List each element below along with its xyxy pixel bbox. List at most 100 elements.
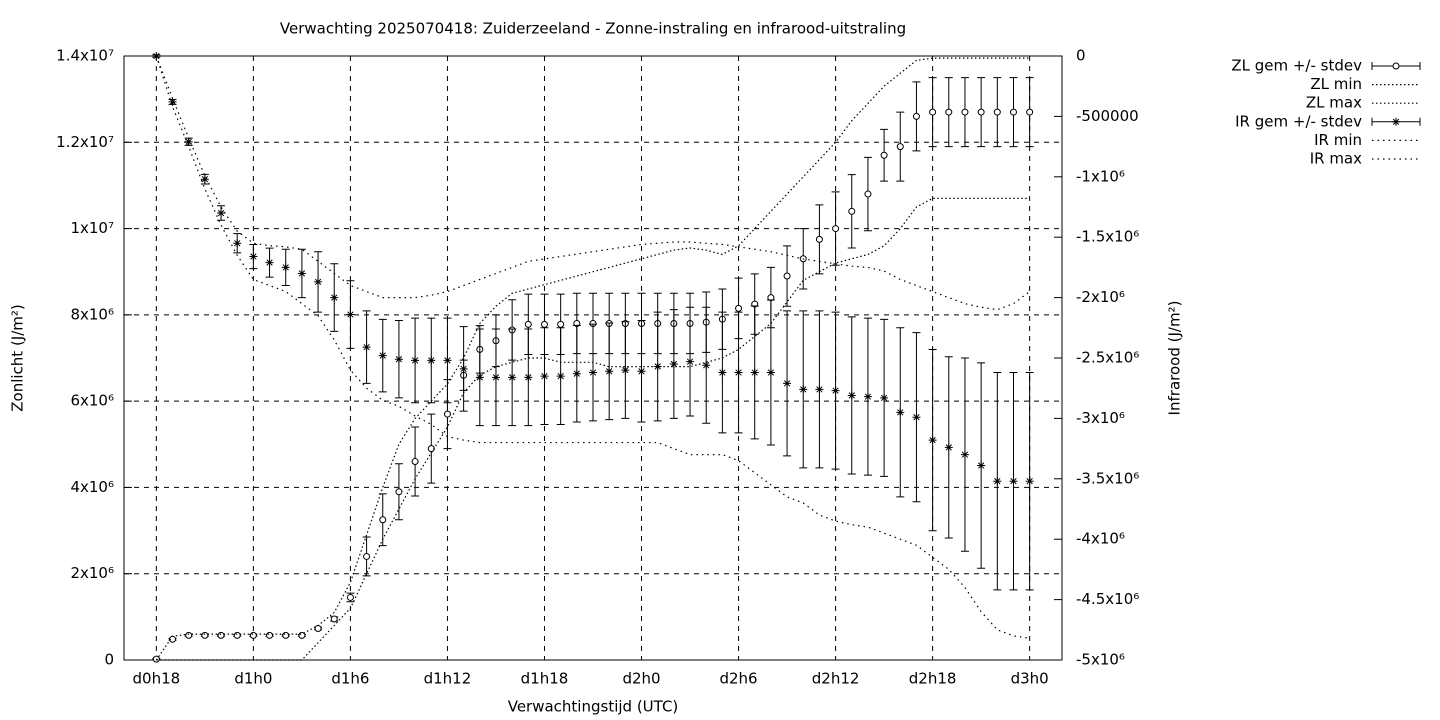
point — [960, 450, 969, 459]
legend-item: ZL gem +/- stdev — [1231, 57, 1421, 75]
point — [961, 108, 969, 116]
y-tick-label: 1.2x10⁷ — [56, 133, 114, 151]
point — [1025, 477, 1034, 486]
point — [330, 293, 339, 302]
point — [977, 108, 985, 116]
x-tick-label: d1h12 — [424, 670, 472, 688]
y-tick-label: 8x10⁶ — [70, 305, 114, 323]
point — [540, 372, 549, 381]
legend-item: ZL max — [1306, 94, 1420, 112]
x-tick-label: d2h12 — [812, 670, 860, 688]
point — [783, 379, 792, 388]
point — [1009, 108, 1017, 116]
point — [880, 151, 888, 159]
point — [1009, 477, 1018, 486]
point — [233, 239, 242, 248]
point — [557, 320, 565, 328]
point — [702, 361, 711, 370]
point — [266, 631, 274, 639]
point — [783, 272, 791, 280]
point — [799, 385, 808, 394]
point — [249, 252, 258, 261]
point — [443, 356, 452, 365]
y-tick-label: 6x10⁶ — [70, 392, 114, 410]
point — [168, 97, 177, 106]
y2-tick-label: -5x10⁶ — [1076, 651, 1125, 669]
point — [848, 207, 856, 215]
point — [734, 368, 743, 377]
point — [491, 373, 500, 382]
x-tick-label: d2h6 — [719, 670, 757, 688]
x-tick-label: d3h0 — [1011, 670, 1049, 688]
plot-frame — [123, 55, 1063, 661]
point — [427, 356, 436, 365]
legend-item: IR gem +/- stdev — [1235, 112, 1421, 130]
point — [524, 373, 533, 382]
point — [346, 310, 355, 319]
chart-title: Verwachting 2025070418: Zuiderzeeland - … — [280, 20, 906, 38]
point — [346, 593, 354, 601]
point — [589, 368, 597, 377]
legend-item: IR min — [1314, 131, 1420, 149]
line — [155, 57, 1030, 661]
y2-tick-label: -4x10⁶ — [1076, 530, 1125, 548]
x-tick-label: d1h0 — [234, 670, 272, 688]
legend-label: IR min — [1314, 131, 1362, 149]
y2-tick-label: -2x10⁶ — [1076, 288, 1125, 306]
point — [297, 269, 306, 278]
point — [378, 351, 387, 360]
point — [184, 137, 193, 146]
point — [993, 108, 1001, 116]
y2-tick-label: -4.5x10⁶ — [1076, 590, 1139, 608]
point — [815, 235, 823, 243]
legend-marker — [1392, 62, 1400, 70]
point — [394, 355, 403, 364]
point — [912, 413, 921, 422]
x-tick-label: d1h18 — [521, 670, 569, 688]
point — [459, 364, 468, 373]
point — [750, 368, 759, 377]
point — [766, 368, 775, 377]
point — [572, 369, 581, 378]
y2-tick-label: -3x10⁶ — [1076, 409, 1125, 427]
point — [993, 477, 1002, 486]
point — [185, 631, 193, 639]
point — [945, 108, 953, 116]
point — [362, 343, 371, 352]
point — [653, 362, 662, 371]
point — [669, 360, 678, 369]
y-tick-label: 4x10⁶ — [70, 478, 114, 496]
point — [282, 631, 290, 639]
y-tick-label: 0 — [104, 651, 114, 669]
point — [330, 615, 338, 623]
point — [411, 356, 420, 365]
point — [1026, 108, 1034, 116]
point — [621, 366, 630, 375]
point — [265, 258, 274, 267]
point — [201, 631, 209, 639]
point — [944, 443, 953, 452]
point — [896, 143, 904, 151]
y2-tick-label: -3.5x10⁶ — [1076, 469, 1139, 487]
legend-label: IR max — [1310, 150, 1362, 168]
point — [217, 631, 225, 639]
point — [863, 392, 872, 401]
point — [249, 631, 257, 639]
point — [379, 516, 387, 524]
point — [896, 408, 905, 417]
point — [832, 225, 840, 233]
y2-tick-label: -1.5x10⁶ — [1076, 228, 1139, 246]
point — [540, 320, 548, 328]
x-tick-label: d2h18 — [909, 670, 957, 688]
point — [864, 190, 872, 198]
y2-tick-label: -2.5x10⁶ — [1076, 349, 1139, 367]
point — [831, 386, 840, 395]
legend-label: ZL max — [1306, 94, 1362, 112]
y-tick-label: 1x10⁷ — [70, 219, 114, 237]
point — [880, 393, 889, 402]
y-axis-label: Zonlicht (J/m²) — [9, 304, 27, 412]
point — [411, 458, 419, 466]
point — [929, 108, 937, 116]
x-axis-label: Verwachtingstijd (UTC) — [508, 698, 679, 716]
